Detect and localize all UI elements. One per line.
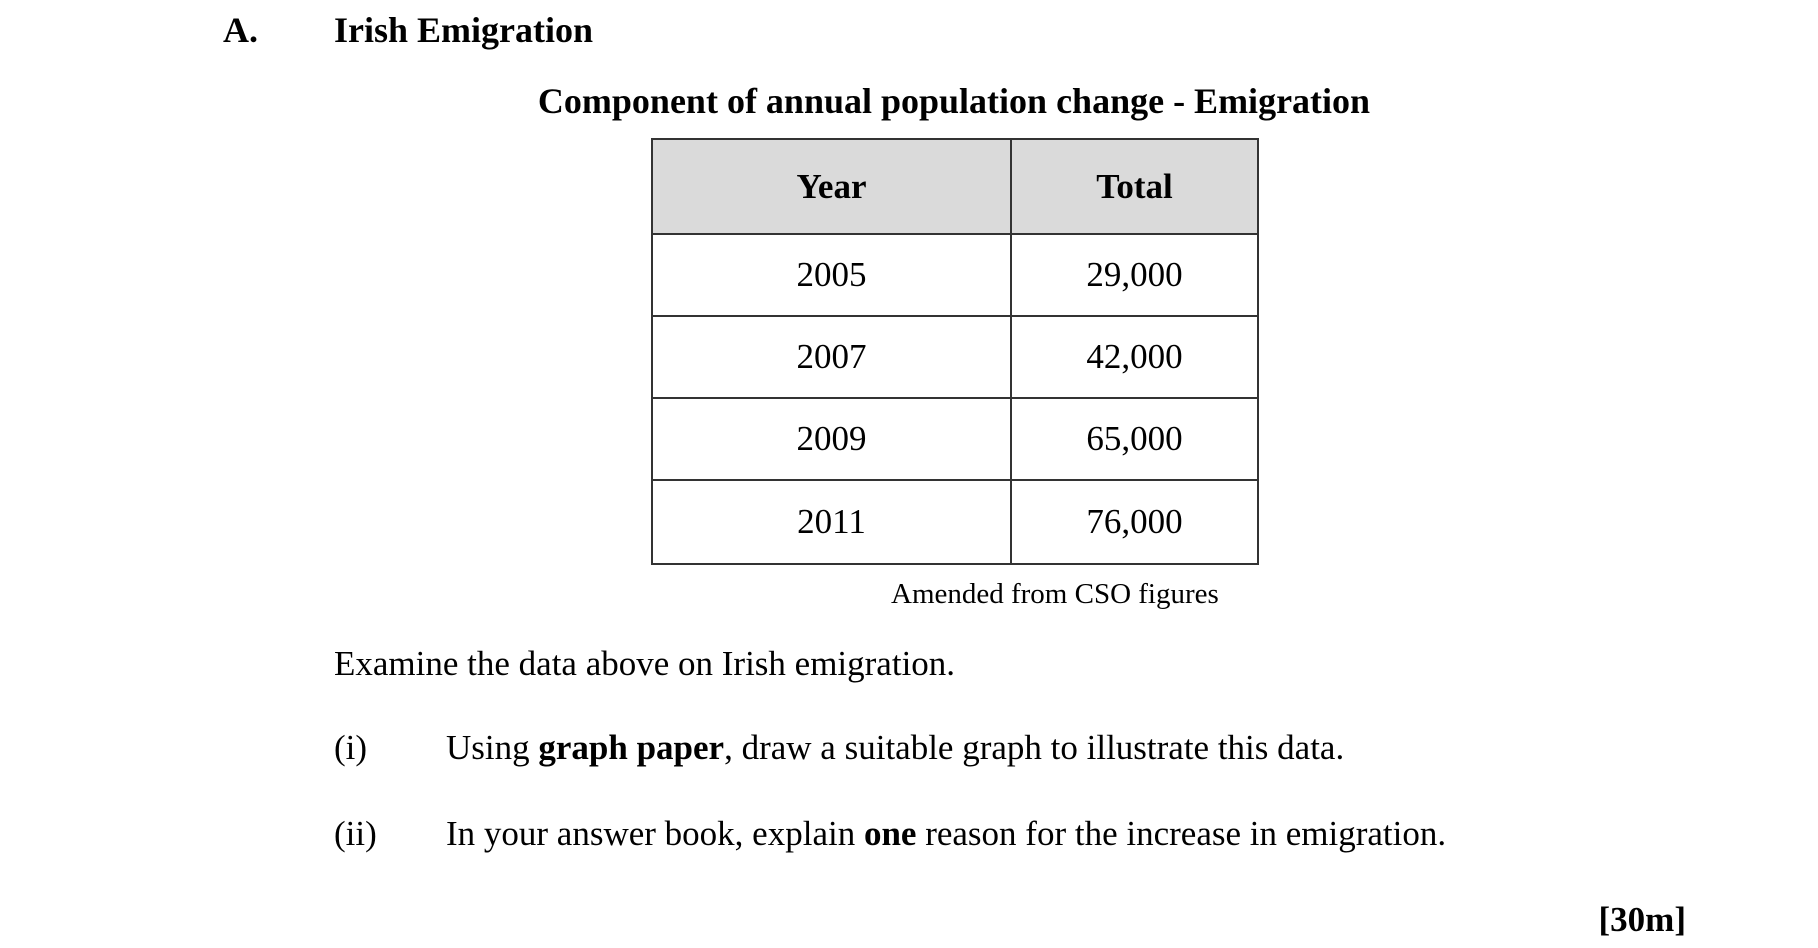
question-text-part: Using — [446, 728, 539, 767]
question-text: Using graph paper, draw a suitable graph… — [446, 730, 1344, 765]
table-header-row: Year Total — [651, 138, 1259, 235]
question-text-part: In your answer book, explain — [446, 814, 864, 853]
year-cell: 2007 — [651, 315, 1012, 399]
year-cell: 2009 — [651, 397, 1012, 481]
table-row: 2005 29,000 — [651, 233, 1259, 317]
year-cell: 2011 — [651, 479, 1012, 565]
table-row: 2011 76,000 — [651, 479, 1259, 565]
total-cell: 29,000 — [1010, 233, 1259, 317]
question-text-part: reason for the increase in emigration. — [916, 814, 1447, 853]
section-letter: A. — [223, 10, 258, 50]
total-cell: 65,000 — [1010, 397, 1259, 481]
section-title: Irish Emigration — [334, 10, 594, 50]
table-source: Amended from CSO figures — [891, 578, 1219, 610]
total-cell: 76,000 — [1010, 479, 1259, 565]
question-text: In your answer book, explain one reason … — [446, 816, 1446, 851]
intro-text: Examine the data above on Irish emigrati… — [334, 644, 956, 683]
emigration-table: Year Total 2005 29,000 2007 42,000 2009 65,… — [651, 138, 1259, 565]
year-cell: 2005 — [651, 233, 1012, 317]
table-row: 2009 65,000 — [651, 397, 1259, 481]
total-cell: 42,000 — [1010, 315, 1259, 399]
marks-label: [30m] — [1598, 900, 1686, 939]
question-number: (i) — [334, 728, 368, 767]
table-title: Component of annual population change - … — [537, 81, 1371, 121]
question-text-part: , draw a suitable graph to illustrate th… — [724, 728, 1345, 767]
header-total: Total — [1010, 138, 1259, 235]
table-row: 2007 42,000 — [651, 315, 1259, 399]
question-emphasis: one — [863, 814, 917, 853]
question-emphasis: graph paper — [538, 728, 725, 767]
question-number: (ii) — [334, 814, 377, 853]
header-year: Year — [651, 138, 1012, 235]
